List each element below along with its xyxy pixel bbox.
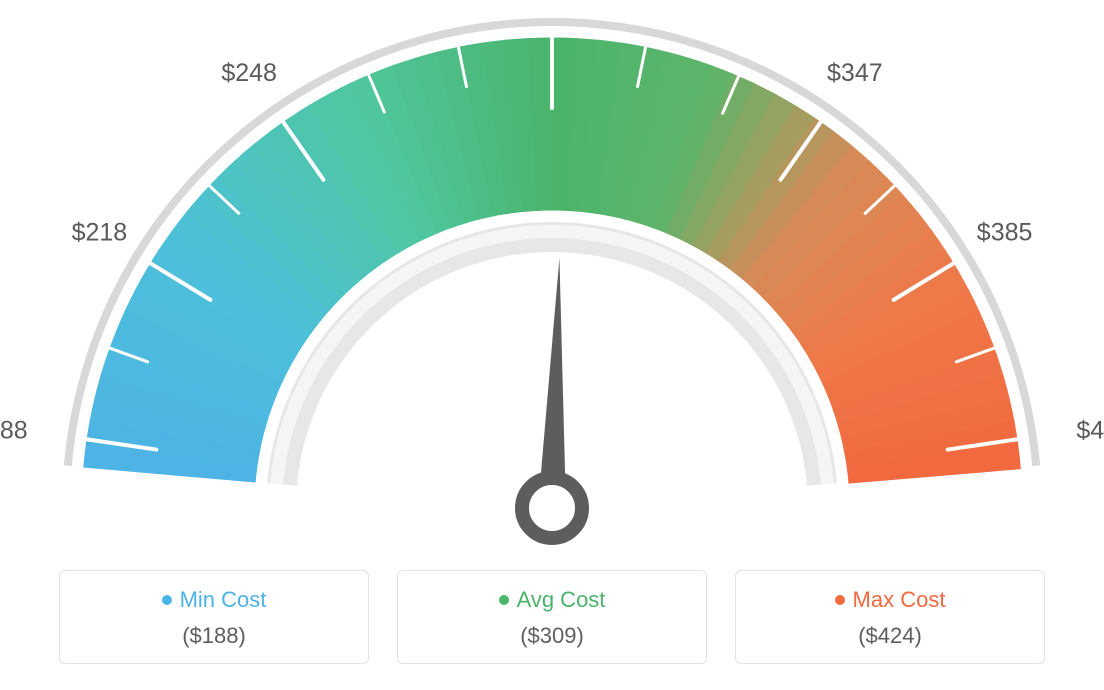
gauge-chart: $188$218$248$309$347$385$424 — [0, 0, 1104, 560]
gauge-tick-label: $347 — [827, 59, 883, 87]
legend-row: Min Cost ($188) Avg Cost ($309) Max Cost ($42… — [0, 570, 1104, 664]
legend-label-min: Min Cost — [180, 587, 267, 613]
gauge-tick-label: $385 — [977, 218, 1033, 246]
legend-title-max: Max Cost — [835, 587, 946, 613]
legend-value-max: ($424) — [746, 623, 1034, 649]
legend-title-min: Min Cost — [162, 587, 267, 613]
legend-card-min: Min Cost ($188) — [59, 570, 369, 664]
legend-dot-avg — [499, 595, 509, 605]
gauge-needle — [538, 258, 566, 508]
gauge-needle-hub — [522, 478, 582, 538]
gauge-tick-label: $424 — [1076, 417, 1104, 445]
gauge-svg: $188$218$248$309$347$385$424 — [0, 0, 1104, 560]
legend-card-avg: Avg Cost ($309) — [397, 570, 707, 664]
legend-card-max: Max Cost ($424) — [735, 570, 1045, 664]
gauge-tick-label: $248 — [221, 59, 277, 87]
legend-dot-min — [162, 595, 172, 605]
gauge-tick-label: $188 — [0, 417, 28, 445]
legend-value-avg: ($309) — [408, 623, 696, 649]
legend-value-min: ($188) — [70, 623, 358, 649]
legend-title-avg: Avg Cost — [499, 587, 606, 613]
legend-dot-max — [835, 595, 845, 605]
legend-label-avg: Avg Cost — [517, 587, 606, 613]
gauge-tick-label: $218 — [72, 218, 128, 246]
legend-label-max: Max Cost — [853, 587, 946, 613]
